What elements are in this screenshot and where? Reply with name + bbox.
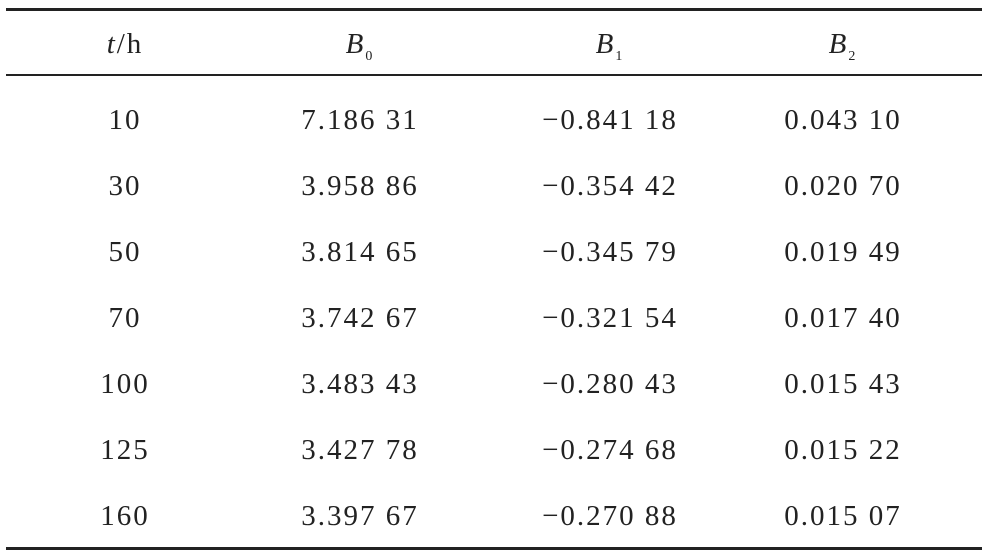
- table-cell: 3.742 67: [301, 302, 419, 334]
- table-cell: 0.015 22: [784, 434, 902, 466]
- table-cell: 125: [100, 434, 150, 466]
- table-cell: 10: [108, 104, 142, 136]
- table-cell: −0.841 18: [542, 104, 678, 136]
- table-cell: 0.020 70: [784, 170, 902, 202]
- table-cell: 0.015 07: [784, 500, 902, 532]
- table-cell: 3.814 65: [301, 236, 419, 268]
- header-symbol: B: [595, 28, 616, 60]
- header-rule: [6, 74, 982, 76]
- header-unit: /h: [116, 28, 144, 60]
- header-cell: t/h: [5, 24, 245, 64]
- table-cell: −0.274 68: [542, 434, 678, 466]
- table-cell: 0.015 43: [784, 368, 902, 400]
- table-cell: −0.321 54: [542, 302, 678, 334]
- table-cell: 160: [100, 500, 150, 532]
- table-cell: 0.019 49: [784, 236, 902, 268]
- table-cell: 3.397 67: [301, 500, 419, 532]
- header-cell: B0: [240, 24, 480, 77]
- header-cell: B1: [490, 24, 730, 77]
- table-cell: 0.043 10: [784, 104, 902, 136]
- header-cell: B2: [723, 24, 963, 77]
- table-cell: 50: [108, 236, 142, 268]
- header-symbol: B: [345, 28, 366, 60]
- table-cell: −0.345 79: [542, 236, 678, 268]
- header-subscript: 2: [848, 48, 858, 64]
- table-cell: 70: [108, 302, 142, 334]
- table-cell: 30: [108, 170, 142, 202]
- table-cell: 7.186 31: [301, 104, 419, 136]
- header-symbol: t: [106, 28, 117, 60]
- top-rule: [6, 8, 982, 11]
- table-cell: 100: [100, 368, 150, 400]
- table-cell: 3.427 78: [301, 434, 419, 466]
- table-cell: 0.017 40: [784, 302, 902, 334]
- table-cell: −0.354 42: [542, 170, 678, 202]
- table-cell: 3.483 43: [301, 368, 419, 400]
- header-subscript: 0: [365, 48, 375, 64]
- header-symbol: B: [828, 28, 849, 60]
- header-subscript: 1: [615, 48, 625, 64]
- table-cell: 3.958 86: [301, 170, 419, 202]
- table-cell: −0.280 43: [542, 368, 678, 400]
- bottom-rule: [6, 547, 982, 550]
- table-cell: −0.270 88: [542, 500, 678, 532]
